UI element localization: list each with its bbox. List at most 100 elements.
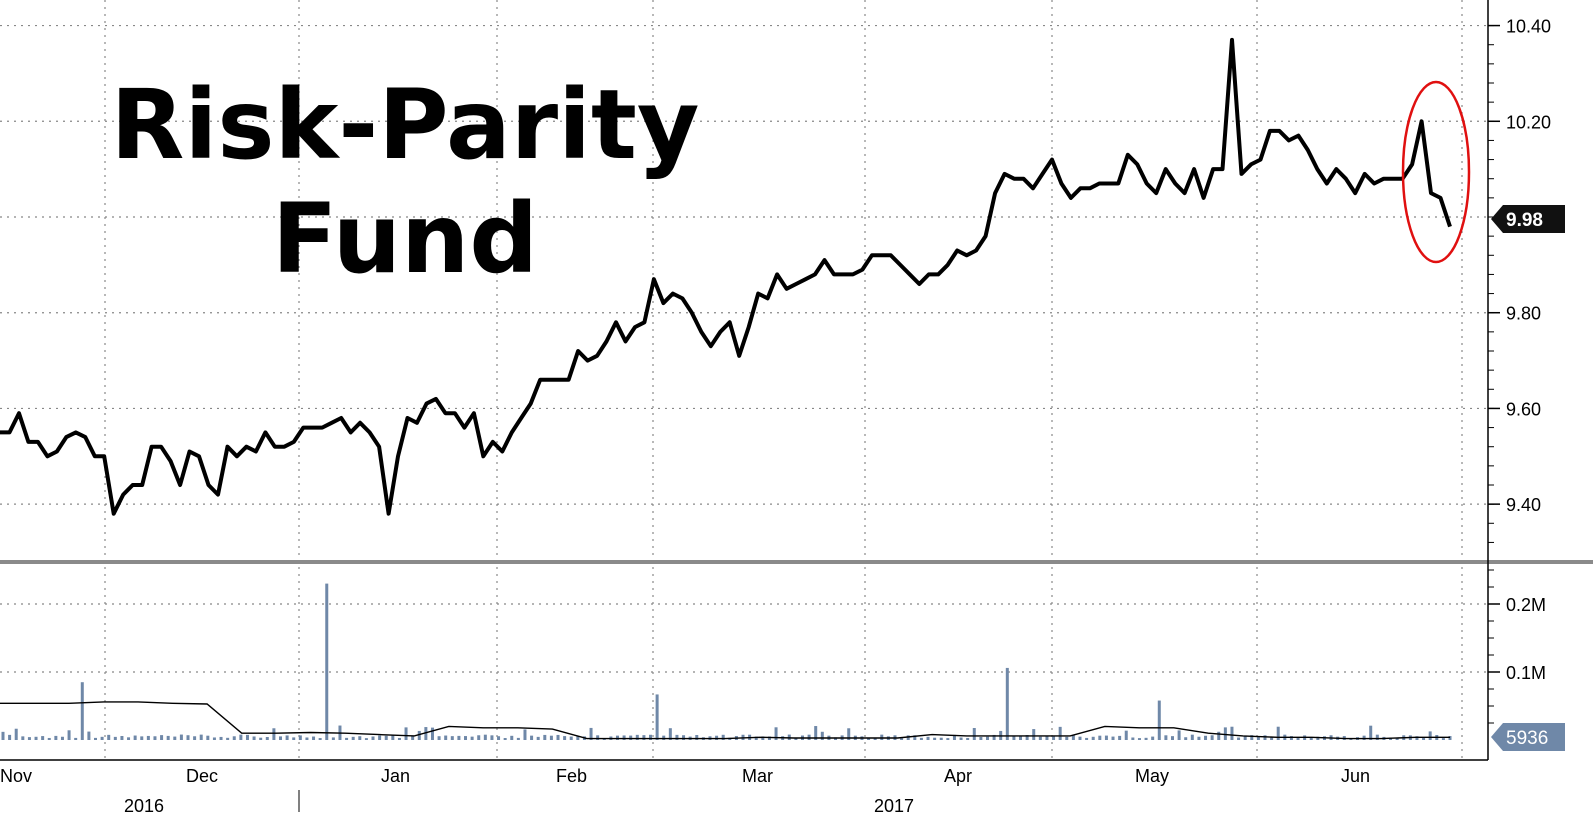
volume-bar	[1204, 735, 1208, 740]
volume-bar	[252, 736, 256, 740]
volume-bar	[384, 735, 388, 740]
volume-bar	[1124, 730, 1128, 740]
volume-bar	[259, 737, 263, 740]
volume-bar	[635, 734, 639, 740]
volume-bar	[649, 734, 653, 740]
volume-bar	[378, 735, 382, 740]
volume-bar	[206, 735, 210, 740]
volume-bar	[629, 735, 633, 740]
volume-bar	[933, 737, 937, 740]
volume-bar	[1118, 735, 1122, 740]
volume-bar	[272, 728, 276, 740]
volume-bar	[1025, 734, 1029, 740]
volume-bar	[642, 735, 646, 740]
volume-bar	[1441, 738, 1445, 740]
volume-bar	[589, 727, 593, 740]
volume-bar	[345, 737, 349, 740]
volume-bar	[1170, 736, 1174, 740]
chart-title-line1: Risk-Parity	[111, 69, 700, 181]
volume-bar	[173, 736, 177, 740]
volume-bar	[450, 736, 454, 740]
volume-bar	[358, 736, 362, 740]
volume-bar	[1422, 737, 1426, 740]
volume-bar	[715, 735, 719, 740]
volume-bar	[226, 737, 230, 740]
volume-bar	[906, 735, 910, 740]
volume-bar	[1144, 737, 1148, 740]
volume-bar	[1270, 736, 1274, 740]
volume-bar	[305, 737, 309, 740]
volume-bar	[563, 736, 567, 740]
volume-bar	[1052, 735, 1056, 740]
volume-bar	[946, 738, 950, 740]
volume-bar	[675, 734, 679, 740]
volume-bar	[556, 734, 560, 740]
volume-bar	[985, 736, 989, 740]
volume-bar	[47, 737, 51, 740]
volume-bar	[1309, 737, 1313, 740]
volume-bar	[417, 730, 421, 740]
year-label-2016: 2016	[124, 796, 164, 816]
volume-bar	[80, 682, 84, 740]
volume-moving-average-line	[0, 701, 1450, 740]
volume-bar	[1210, 735, 1214, 740]
volume-bar	[543, 734, 547, 740]
volume-bar	[1104, 735, 1108, 740]
volume-bar	[695, 734, 699, 740]
volume-bar	[516, 737, 520, 740]
chart-title-line2: Fund	[272, 183, 538, 295]
volume-tick-label: 0.2M	[1506, 595, 1546, 615]
volume-bar	[74, 737, 78, 740]
x-axis-labels: Nov Dec Jan Feb Mar Apr May Jun 2016 201…	[0, 766, 1370, 816]
volume-bar	[972, 727, 976, 740]
price-tick-label: 10.40	[1506, 17, 1551, 37]
volume-bar	[127, 737, 131, 740]
volume-bar	[596, 735, 600, 740]
volume-bar	[219, 736, 223, 740]
volume-bar	[186, 735, 190, 740]
volume-bar	[245, 734, 249, 740]
volume-bar	[1415, 736, 1419, 740]
volume-bar	[1065, 736, 1069, 740]
month-label-jan: Jan	[381, 766, 410, 786]
volume-bar	[668, 728, 672, 740]
volume-bar	[107, 734, 111, 740]
volume-bar	[1012, 735, 1016, 740]
volume-bar	[279, 736, 283, 740]
volume-bar	[265, 736, 269, 740]
volume-bar	[113, 736, 117, 740]
volume-bar	[1078, 736, 1082, 740]
volume-bar	[120, 736, 124, 740]
volume-bar	[87, 731, 91, 740]
volume-bar	[1369, 725, 1373, 740]
year-label-2017: 2017	[874, 796, 914, 816]
volume-bar	[1395, 737, 1399, 740]
volume-bar	[1428, 731, 1432, 740]
volume-bar	[160, 735, 164, 740]
volume-bar	[1, 731, 5, 740]
volume-bar	[285, 735, 289, 740]
volume-bar	[199, 734, 203, 740]
volume-bar	[873, 737, 877, 740]
volume-bar	[397, 737, 401, 740]
volume-bar	[682, 735, 686, 740]
month-label-feb: Feb	[556, 766, 587, 786]
volume-bar	[232, 736, 236, 740]
price-axis-ticks: 10.40 10.20 9.80 9.60 9.40	[1488, 17, 1551, 543]
volume-bar	[847, 728, 851, 740]
volume-bar	[140, 736, 144, 740]
volume-bar	[1263, 735, 1267, 740]
volume-bar	[444, 735, 448, 740]
volume-bar	[437, 736, 441, 740]
volume-bar	[1137, 738, 1141, 740]
volume-bar	[615, 735, 619, 740]
last-volume-marker: 5936	[1491, 723, 1565, 751]
price-tick-label: 10.20	[1506, 112, 1551, 132]
volume-bar	[470, 736, 474, 740]
volume-bar	[820, 731, 824, 740]
volume-bar	[814, 726, 818, 740]
volume-bar	[325, 583, 329, 740]
month-label-mar: Mar	[742, 766, 773, 786]
volume-bar	[992, 734, 996, 740]
volume-bar	[1217, 731, 1221, 740]
